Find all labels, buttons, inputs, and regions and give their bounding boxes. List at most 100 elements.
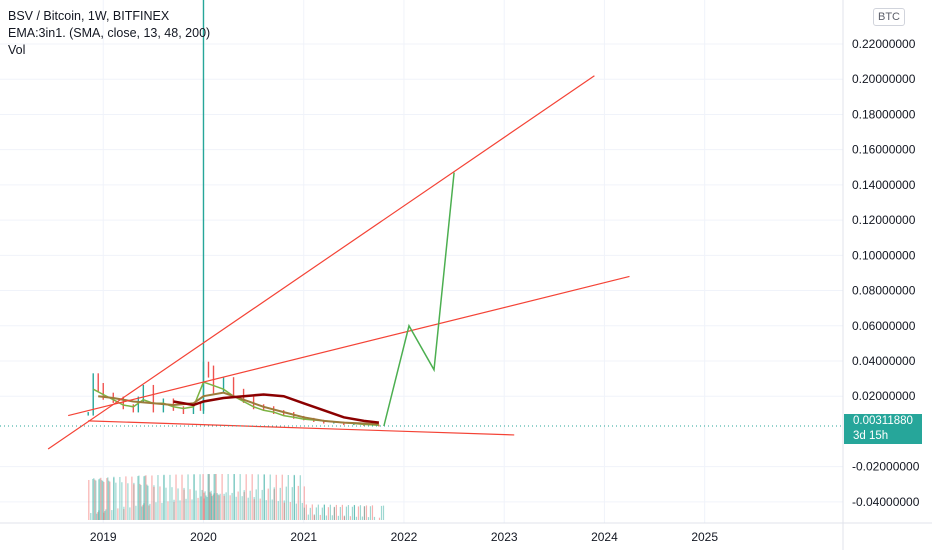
x-tick-label: 2019	[90, 530, 117, 544]
volume-bar	[210, 490, 212, 520]
volume-bar	[199, 474, 201, 520]
volume-bar	[243, 490, 245, 520]
volume-bar	[212, 494, 214, 520]
volume-bar	[337, 515, 339, 520]
volume-bar	[267, 488, 269, 520]
volume-bar	[159, 486, 161, 520]
volume-bar	[297, 485, 299, 520]
current-price-value: 0.00311880	[853, 415, 913, 427]
volume-bar	[251, 474, 253, 520]
volume-bar	[227, 474, 229, 520]
volume-bar	[331, 515, 333, 520]
volume-bar	[309, 507, 311, 520]
volume-bar	[378, 517, 381, 520]
volume-bar	[103, 482, 105, 520]
volume-bar	[125, 476, 127, 520]
volume-bar	[92, 478, 94, 520]
volume-bar	[299, 475, 301, 520]
volume-bar	[197, 497, 199, 520]
volume-bar	[133, 482, 135, 520]
volume-bar	[291, 487, 293, 520]
volume-bar	[293, 474, 295, 520]
volume-bar	[206, 497, 208, 520]
volume-bar	[113, 476, 115, 520]
volume-bar	[265, 500, 267, 520]
volume-bar	[233, 474, 235, 520]
volume-bar	[295, 503, 297, 520]
volume-bar	[293, 475, 295, 520]
volume-bar	[98, 510, 100, 520]
volume-bar	[345, 506, 348, 520]
x-tick-label: 2023	[491, 530, 518, 544]
volume-bar	[373, 516, 376, 520]
volume-bar	[177, 488, 179, 520]
volume-bar	[153, 485, 155, 520]
symbol-title[interactable]: BSV / Bitcoin, 1W, BITFINEX	[8, 9, 170, 23]
volume-bar	[147, 485, 149, 520]
volume-bar	[259, 498, 261, 520]
volume-bar	[289, 502, 291, 520]
volume-bar	[235, 496, 237, 520]
trendline	[88, 420, 515, 436]
volume-bar	[88, 479, 90, 520]
volume-bar	[200, 496, 202, 520]
volume-bar	[201, 489, 203, 520]
volume-bar	[123, 506, 125, 520]
volume-bar	[113, 477, 115, 520]
volume-bar	[231, 492, 233, 520]
volume-bar	[287, 475, 289, 520]
volume-bar	[193, 474, 195, 520]
currency-badge[interactable]: BTC	[873, 8, 905, 26]
volume-bar	[380, 505, 383, 520]
volume-bar	[137, 476, 139, 520]
volume-bar	[323, 504, 325, 520]
volume-bar	[139, 483, 141, 520]
x-tick-label: 2025	[691, 530, 718, 544]
volume-bar	[205, 495, 207, 520]
volume-bar	[140, 485, 142, 520]
ma-line	[92, 381, 379, 427]
volume-bar	[363, 506, 366, 520]
trendlines	[47, 75, 630, 450]
volume-bar	[279, 487, 281, 520]
volume-bar	[237, 491, 239, 520]
volume-bar	[217, 494, 219, 520]
volume-bar	[90, 513, 92, 520]
volume-bar	[367, 517, 370, 520]
volume-bar	[219, 493, 221, 520]
volume-bar	[233, 474, 235, 520]
projection-path	[383, 172, 455, 427]
volume-bar	[218, 495, 220, 520]
volume-bar	[263, 474, 265, 520]
volume-bar	[173, 499, 175, 520]
volume-bar	[208, 474, 210, 520]
volume-bar	[175, 474, 177, 520]
volume-bar	[313, 515, 315, 520]
volume-bar	[195, 490, 197, 520]
volume-bar	[165, 487, 167, 520]
volume-bar	[115, 482, 117, 520]
trendline	[68, 275, 630, 417]
volume-bar	[133, 484, 135, 520]
volume-label[interactable]: Vol	[8, 43, 26, 57]
volume-bar	[123, 509, 125, 520]
volume-bar	[215, 474, 217, 520]
volume-bar	[173, 501, 175, 520]
indicator-label[interactable]: EMA:3in1. (SMA, close, 13, 48, 200)	[8, 26, 211, 40]
volume-bar	[313, 514, 315, 520]
x-tick-label: 2021	[290, 530, 317, 544]
y-tick-label: -0.02000000	[852, 460, 920, 474]
volume-bar	[214, 474, 216, 520]
volume-bar	[243, 492, 245, 520]
volume-bar	[229, 495, 231, 520]
y-tick-label: 0.20000000	[852, 72, 916, 86]
volume-bar	[97, 512, 99, 520]
volume-bar	[239, 474, 241, 520]
volume-bar	[210, 493, 212, 520]
trendline	[47, 75, 595, 450]
volume-bar	[329, 504, 331, 520]
volume-bar	[151, 475, 153, 520]
volume-bar	[135, 505, 137, 520]
